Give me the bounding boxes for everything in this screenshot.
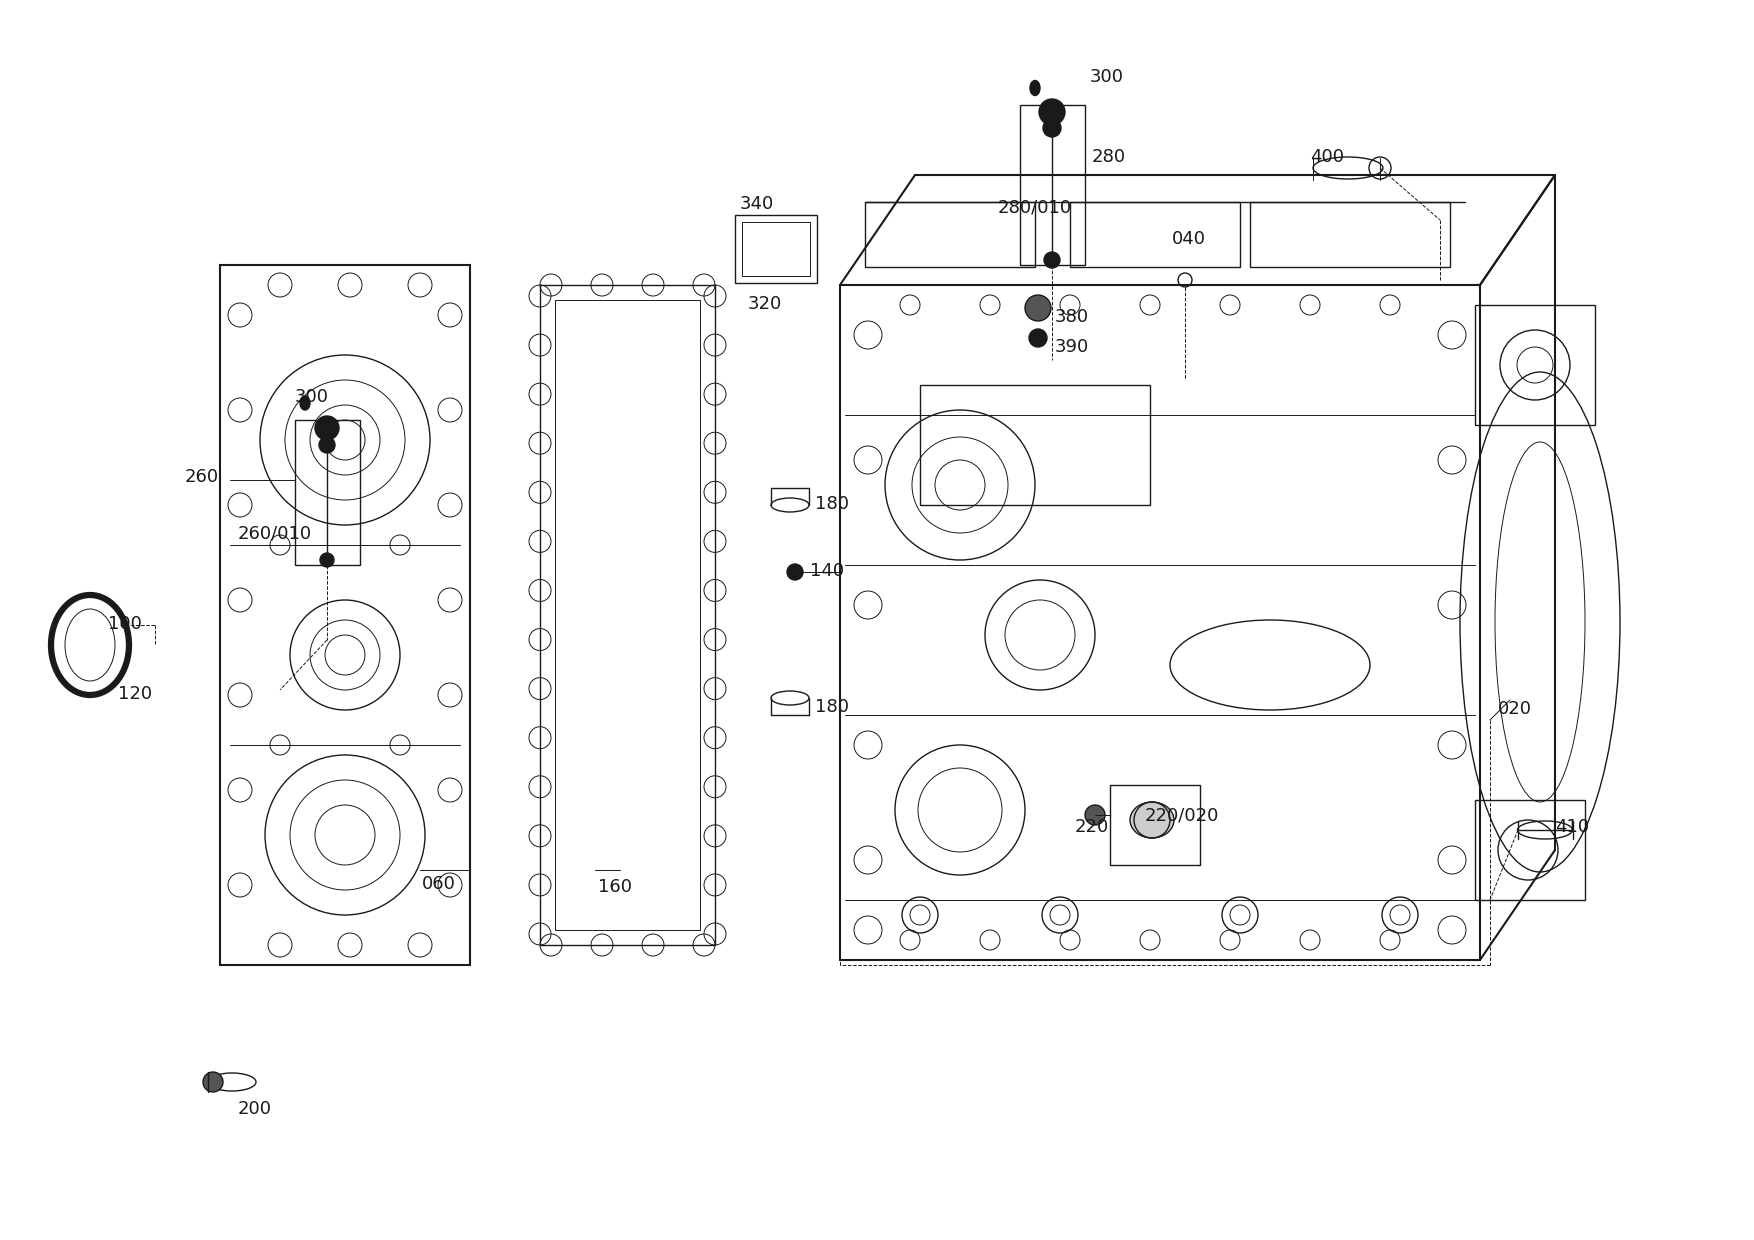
Text: 060: 060 (423, 875, 456, 893)
Text: 120: 120 (118, 684, 153, 703)
Circle shape (203, 1073, 223, 1092)
Circle shape (319, 553, 333, 567)
Circle shape (1030, 329, 1047, 347)
Ellipse shape (1030, 81, 1040, 95)
Text: 400: 400 (1310, 148, 1344, 166)
Text: 160: 160 (598, 878, 631, 897)
Text: 260: 260 (184, 467, 219, 486)
Text: 180: 180 (816, 495, 849, 513)
Circle shape (1086, 805, 1105, 825)
Text: 300: 300 (295, 388, 330, 405)
Bar (1251, 202, 1451, 267)
Circle shape (1044, 252, 1059, 268)
Bar (295, 420, 360, 565)
Circle shape (1038, 99, 1065, 125)
Text: 040: 040 (1172, 229, 1207, 248)
Ellipse shape (1130, 802, 1173, 838)
Text: 200: 200 (239, 1100, 272, 1118)
Text: 320: 320 (747, 295, 782, 312)
Text: 300: 300 (1089, 68, 1124, 86)
Bar (1070, 202, 1240, 267)
Text: 280/010: 280/010 (998, 198, 1072, 216)
Text: 220: 220 (1075, 818, 1109, 836)
Text: 380: 380 (1054, 308, 1089, 326)
Bar (865, 202, 1035, 267)
Text: 140: 140 (810, 562, 844, 580)
Circle shape (319, 436, 335, 453)
Bar (1021, 105, 1086, 265)
Bar (742, 222, 810, 277)
Circle shape (788, 564, 803, 580)
Bar (219, 265, 470, 965)
Text: 340: 340 (740, 195, 774, 213)
Text: 280: 280 (1093, 148, 1126, 166)
Text: 390: 390 (1054, 339, 1089, 356)
Bar (735, 215, 817, 283)
Text: 180: 180 (816, 698, 849, 715)
Text: 100: 100 (109, 615, 142, 632)
Circle shape (1044, 119, 1061, 136)
Bar (1475, 800, 1586, 900)
Text: 020: 020 (1498, 701, 1531, 718)
Ellipse shape (300, 396, 310, 410)
Bar (1475, 305, 1594, 425)
Bar (921, 384, 1151, 505)
Text: 260/010: 260/010 (239, 525, 312, 542)
Text: 410: 410 (1556, 818, 1589, 836)
Circle shape (1024, 295, 1051, 321)
Circle shape (316, 415, 339, 440)
Bar (540, 285, 716, 945)
Bar (1110, 785, 1200, 866)
Text: 220/020: 220/020 (1145, 807, 1219, 825)
Bar (554, 300, 700, 930)
